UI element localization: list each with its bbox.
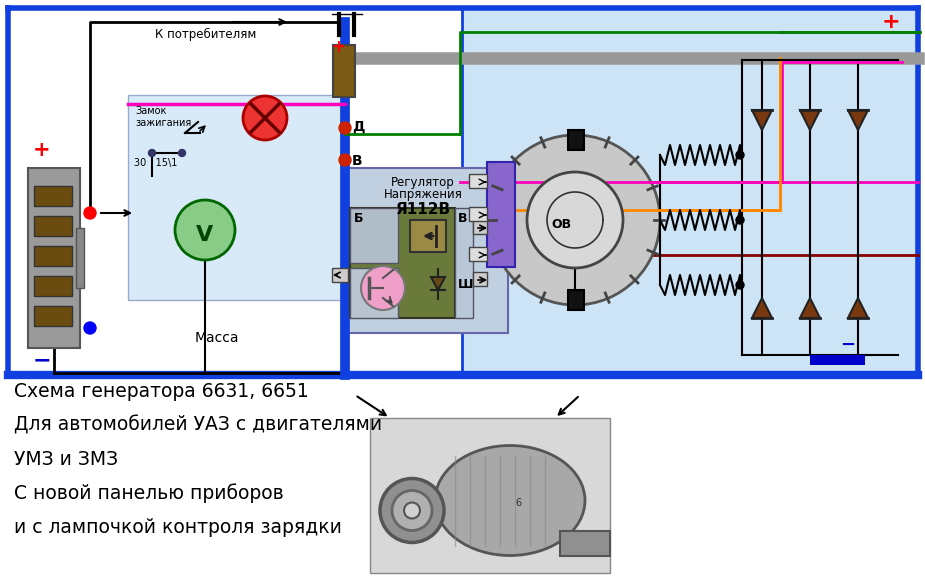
Bar (333, 45, 355, 97)
Text: 6: 6 (515, 498, 521, 507)
Text: С новой панелью приборов: С новой панелью приборов (14, 483, 284, 503)
Bar (462, 8, 918, 375)
Bar (410, 220, 446, 252)
Text: Б: Б (354, 212, 364, 225)
Text: Для автомобилей УАЗ с двигателями: Для автомобилей УАЗ с двигателями (14, 416, 382, 435)
Circle shape (527, 172, 623, 268)
Text: Я112В: Я112В (396, 202, 450, 217)
Text: Д: Д (352, 120, 364, 134)
Circle shape (736, 216, 744, 224)
Circle shape (361, 266, 405, 310)
Text: УМЗ и ЗМЗ: УМЗ и ЗМЗ (14, 450, 118, 469)
Circle shape (149, 149, 155, 156)
Ellipse shape (435, 445, 585, 556)
Bar (560, 530, 610, 556)
Bar (469, 174, 487, 188)
Bar (76, 228, 84, 288)
Polygon shape (431, 277, 445, 290)
Circle shape (175, 200, 235, 260)
Polygon shape (800, 110, 820, 130)
Text: +: + (33, 140, 51, 160)
Circle shape (339, 122, 351, 134)
Bar (332, 268, 348, 282)
Bar (350, 208, 398, 263)
Bar (568, 130, 584, 150)
Bar (128, 95, 345, 300)
Text: ОВ: ОВ (551, 219, 571, 231)
Circle shape (490, 135, 660, 305)
Circle shape (392, 490, 432, 530)
Bar (34, 246, 72, 266)
Bar (810, 355, 865, 365)
Circle shape (404, 503, 420, 519)
Circle shape (339, 154, 351, 166)
Polygon shape (848, 298, 868, 318)
Bar (348, 168, 508, 333)
Bar (469, 247, 487, 261)
Text: +: + (331, 38, 345, 56)
Bar (350, 268, 398, 318)
Text: В: В (352, 154, 363, 168)
Bar (28, 168, 80, 348)
Polygon shape (848, 110, 868, 130)
Bar (370, 418, 610, 573)
Bar (487, 162, 515, 267)
Text: −: − (33, 350, 52, 370)
Text: 30   15\1: 30 15\1 (134, 158, 178, 168)
Bar (568, 290, 584, 310)
Circle shape (736, 281, 744, 289)
Bar (34, 186, 72, 206)
Bar (350, 208, 455, 318)
Text: Регулятор: Регулятор (391, 176, 455, 189)
Circle shape (84, 207, 96, 219)
Bar (34, 216, 72, 236)
Text: Напряжения: Напряжения (384, 188, 462, 201)
Circle shape (380, 479, 444, 543)
Circle shape (84, 322, 96, 334)
Text: −: − (840, 336, 855, 354)
Bar (34, 306, 72, 326)
Polygon shape (752, 110, 772, 130)
Polygon shape (800, 298, 820, 318)
Bar (473, 272, 487, 286)
Text: Схема генератора 6631, 6651: Схема генератора 6631, 6651 (14, 382, 309, 401)
Bar (469, 207, 487, 221)
Text: Ш: Ш (458, 278, 474, 291)
Bar (473, 220, 487, 234)
Bar (455, 208, 473, 318)
Text: Масса: Масса (195, 331, 240, 345)
Text: и с лампочкой контроля зарядки: и с лампочкой контроля зарядки (14, 518, 342, 537)
Circle shape (243, 96, 287, 140)
Text: V: V (196, 225, 214, 245)
Text: зажигания: зажигания (135, 118, 191, 128)
Text: В: В (458, 212, 467, 225)
Circle shape (179, 149, 186, 156)
Text: К потребителям: К потребителям (155, 28, 256, 41)
Text: Замок: Замок (135, 106, 166, 116)
Bar (34, 276, 72, 296)
Circle shape (736, 151, 744, 159)
Polygon shape (752, 298, 772, 318)
Text: +: + (882, 12, 901, 32)
